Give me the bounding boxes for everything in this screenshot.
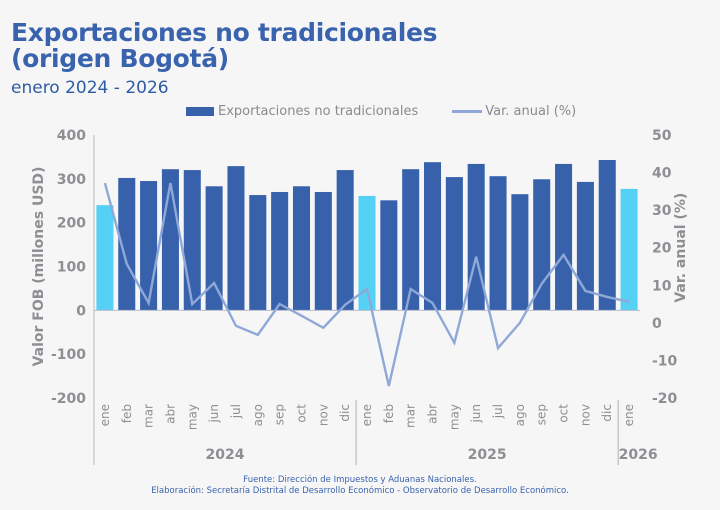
footer-source: Fuente: Dirección de Impuestos y Aduanas… <box>243 475 477 485</box>
bar <box>358 195 376 311</box>
y2-tick-label: 40 <box>652 166 672 182</box>
y2-tick-label: 50 <box>652 128 672 144</box>
x-tick-label: oct <box>557 404 571 423</box>
y-tick-label: -200 <box>51 391 86 407</box>
x-tick-label: ago <box>513 404 527 426</box>
x-tick-label: jul <box>229 404 243 419</box>
bar <box>576 181 594 311</box>
bar <box>249 195 267 311</box>
bar <box>292 186 310 311</box>
y2-tick-label: 30 <box>652 203 672 219</box>
x-axis: ene feb mar abr may jun jul ago sep oct nov dic ene f… <box>98 400 658 465</box>
line-series <box>103 182 630 387</box>
legend: Exportaciones no tradicionales Var. anua… <box>186 104 576 119</box>
bar <box>314 191 332 311</box>
x-tick-label: oct <box>294 404 308 423</box>
bar <box>271 191 289 311</box>
y-tick-label: 300 <box>57 172 86 188</box>
x-tick-label: jun <box>207 404 221 424</box>
y-axis-right: -20 -10 0 10 20 30 40 50 Var. anual (%) <box>652 128 689 407</box>
year-label: 2025 <box>468 447 507 463</box>
bar <box>227 166 245 311</box>
bar <box>511 194 529 311</box>
x-tick-label: mar <box>404 404 418 428</box>
y-tick-label: -100 <box>51 347 86 363</box>
bar <box>620 188 638 311</box>
y2-tick-label: 0 <box>652 316 662 332</box>
bar <box>533 179 551 311</box>
x-tick-label: ene <box>360 404 374 426</box>
x-tick-label: abr <box>426 404 440 424</box>
bar <box>336 170 354 311</box>
x-tick-label: sep <box>535 404 549 425</box>
x-tick-label: feb <box>120 404 134 423</box>
year-label: 2024 <box>206 447 245 463</box>
x-tick-label: nov <box>578 404 592 426</box>
bar <box>96 205 114 311</box>
x-tick-label: may <box>185 404 199 430</box>
bar <box>380 200 398 311</box>
year-label: 2026 <box>619 447 658 463</box>
x-tick-label: dic <box>338 404 352 422</box>
chart-subtitle: enero 2024 - 2026 <box>11 78 169 98</box>
x-tick-label: ene <box>622 404 636 426</box>
y-axis-title: Valor FOB (millones USD) <box>31 167 47 367</box>
bar <box>205 186 223 311</box>
y-tick-label: 200 <box>57 216 86 232</box>
y-tick-label: 400 <box>57 128 86 144</box>
x-tick-label: may <box>447 404 461 430</box>
x-tick-label: abr <box>163 404 177 424</box>
y2-axis-title: Var. anual (%) <box>673 193 689 303</box>
x-tick-label: mar <box>142 404 156 428</box>
bar <box>467 163 485 311</box>
y-tick-label: 100 <box>57 260 86 276</box>
bar <box>424 162 442 311</box>
y2-tick-label: -20 <box>652 391 678 407</box>
legend-line-label: Var. anual (%) <box>485 104 577 119</box>
x-tick-label: feb <box>382 404 396 423</box>
bar <box>598 159 616 311</box>
bar <box>489 176 507 311</box>
x-tick-label: ago <box>251 404 265 426</box>
legend-bar-swatch <box>186 107 214 116</box>
x-tick-label: sep <box>273 404 287 425</box>
x-tick-label: jul <box>491 404 505 419</box>
x-tick-label: nov <box>316 404 330 426</box>
x-tick-label: dic <box>600 404 614 422</box>
bar <box>118 177 136 311</box>
bar <box>555 163 573 311</box>
bar <box>445 177 463 311</box>
legend-bar-label: Exportaciones no tradicionales <box>218 104 419 119</box>
chart-title-line1: Exportaciones no tradicionales <box>11 18 438 47</box>
bar <box>161 169 179 311</box>
legend-line-swatch <box>452 110 483 113</box>
bar <box>183 170 201 311</box>
y2-tick-label: -10 <box>652 353 678 369</box>
y-tick-label: 0 <box>76 303 86 319</box>
chart-title: Exportaciones no tradicionales (origen B… <box>11 18 438 73</box>
bar <box>402 169 420 311</box>
y2-tick-label: 10 <box>652 278 672 294</box>
chart-title-line2: (origen Bogotá) <box>11 44 229 73</box>
x-tick-label: ene <box>98 404 112 426</box>
x-tick-label: jun <box>469 404 483 424</box>
y-axis-left: -200 -100 0 100 200 300 400 Valor FOB (millones… <box>31 128 95 465</box>
footer-elaboration: Elaboración: Secretaría Distrital de Des… <box>151 486 569 496</box>
y2-tick-label: 20 <box>652 241 672 257</box>
